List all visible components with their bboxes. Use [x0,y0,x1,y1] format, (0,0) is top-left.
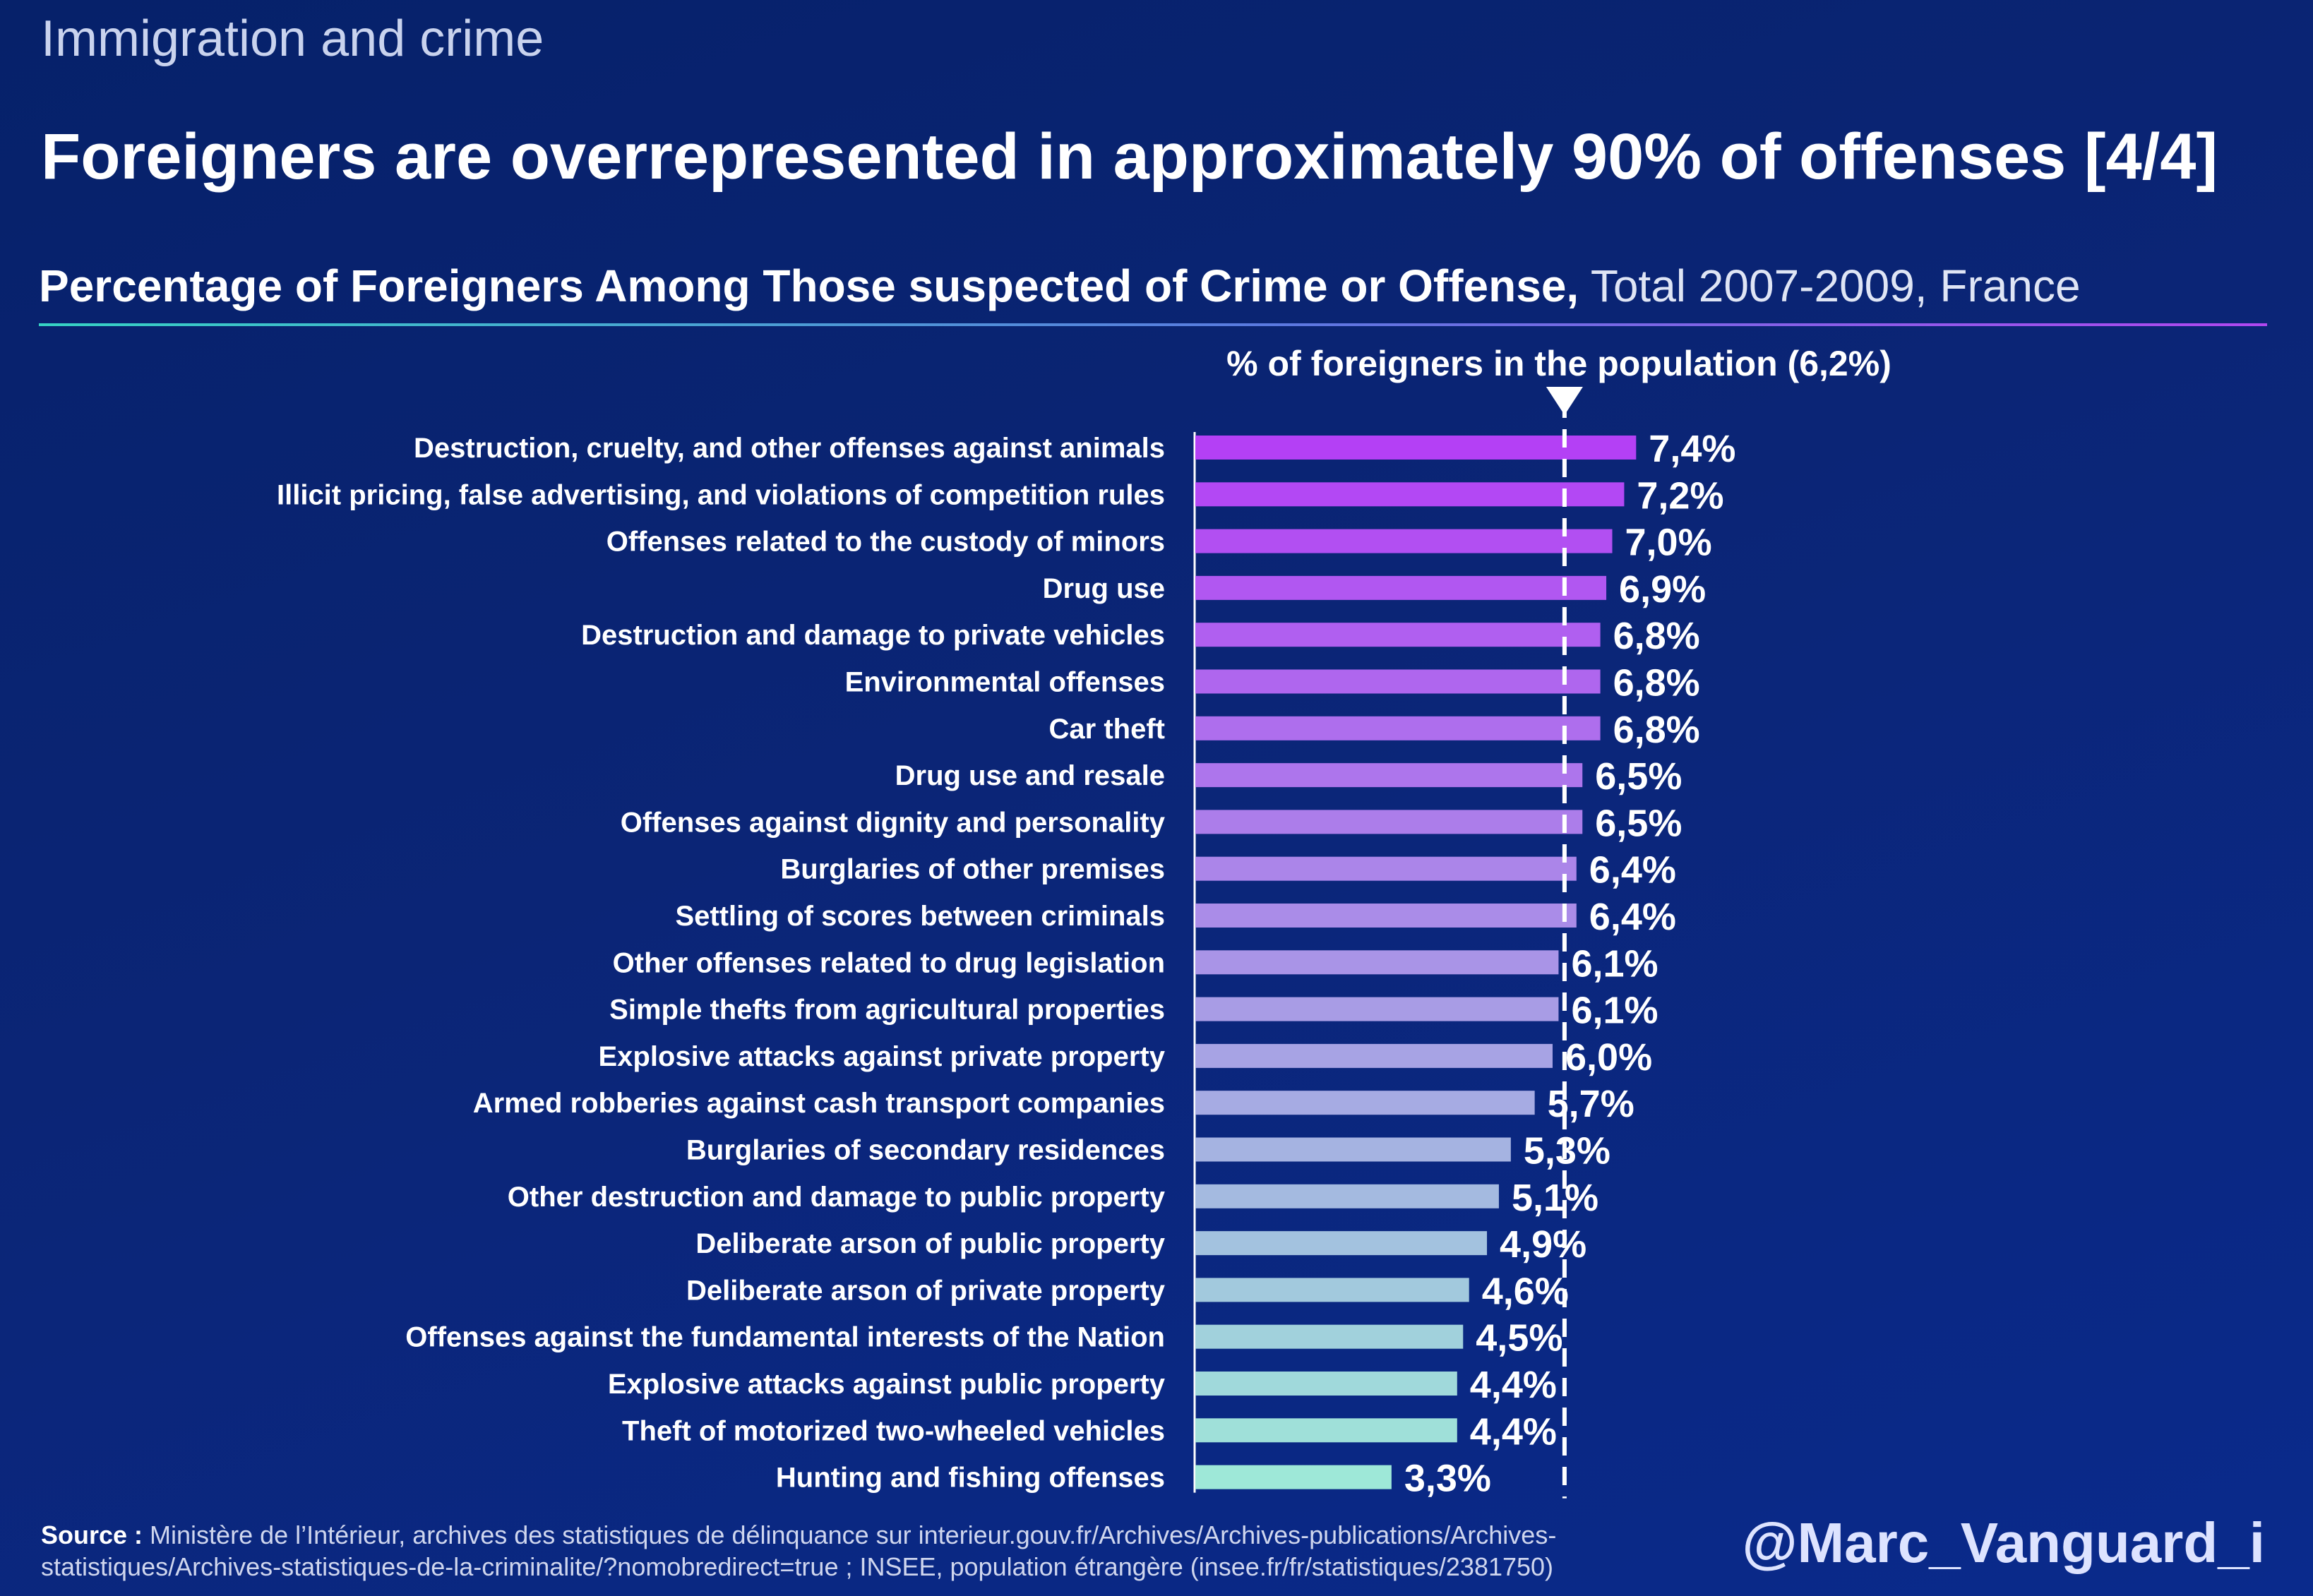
bar [1195,856,1577,881]
category-label: Environmental offenses [845,667,1165,698]
category-label: Hunting and fishing offenses [776,1463,1165,1494]
category-label: Deliberate arson of private property [686,1275,1166,1306]
category-label: Other destruction and damage to public p… [508,1182,1166,1213]
value-label: 4,5% [1476,1317,1562,1360]
category-label: Explosive attacks against private proper… [598,1041,1165,1072]
bar [1195,1465,1392,1489]
value-label: 6,9% [1619,568,1706,611]
source-note: Source : Ministère de l’Intérieur, archi… [41,1519,1757,1583]
value-label: 4,4% [1470,1410,1557,1453]
value-label: 6,4% [1589,849,1676,892]
title-divider [39,323,2267,326]
category-label: Offenses related to the custody of minor… [606,527,1165,558]
value-label: 6,8% [1613,709,1700,751]
source-label: Source : [41,1520,143,1549]
category-label: Simple thefts from agricultural properti… [609,995,1165,1026]
value-label: 4,6% [1482,1270,1569,1312]
value-label: 3,3% [1404,1458,1491,1500]
bar [1195,1137,1511,1162]
value-label: 7,0% [1625,522,1712,564]
category-label: Theft of motorized two-wheeled vehicles [622,1415,1165,1446]
value-label: 5,3% [1524,1130,1610,1172]
bar [1195,575,1607,600]
author-handle: @Marc_Vanguard_i [1742,1511,2265,1574]
value-label: 5,7% [1548,1083,1634,1125]
category-label: Deliberate arson of public property [695,1228,1165,1259]
bar [1195,1324,1464,1349]
category-label: Burglaries of secondary residences [686,1135,1165,1166]
category-label: Other offenses related to drug legislati… [613,947,1165,978]
category-label: Destruction, cruelty, and other offenses… [414,433,1165,464]
category-label: Destruction and damage to private vehicl… [581,620,1165,651]
chart-subtitle: Percentage of Foreigners Among Those sus… [39,260,2081,312]
subtitle-bold: Percentage of Foreigners Among Those sus… [39,260,1579,311]
category-label: Burglaries of other premises [780,854,1165,885]
bar [1195,669,1601,694]
reference-marker [1546,387,1583,415]
bar [1195,950,1559,975]
kicker-title: Immigration and crime [41,11,544,67]
value-label: 4,9% [1500,1223,1586,1266]
value-label: 7,2% [1637,474,1723,517]
bar [1195,1418,1457,1443]
category-label: Offenses against dignity and personality [621,807,1166,838]
source-text: Ministère de l’Intérieur, archives des s… [41,1520,1557,1581]
bar [1195,1043,1553,1068]
bar [1195,436,1637,460]
bar [1195,1091,1535,1115]
bar [1195,810,1583,834]
value-label: 6,1% [1571,942,1658,985]
bar [1195,1278,1469,1302]
value-label: 6,8% [1613,615,1700,657]
bar [1195,1372,1457,1396]
bar [1195,1184,1499,1208]
value-label: 7,4% [1649,428,1735,470]
reference-label: % of foreigners in the population (6,2%) [1226,344,1891,383]
value-label: 4,4% [1470,1364,1557,1406]
bar [1195,716,1601,740]
bar [1195,997,1559,1021]
value-label: 6,5% [1595,802,1682,844]
bar [1195,763,1583,788]
category-label: Explosive attacks against public propert… [608,1369,1166,1400]
category-label: Settling of scores between criminals [675,901,1165,932]
value-label: 6,0% [1565,1036,1652,1079]
category-label: Illicit pricing, false advertising, and … [277,479,1165,510]
bar [1195,904,1577,928]
category-label: Car theft [1049,714,1165,745]
value-label: 6,4% [1589,896,1676,938]
bar [1195,482,1625,507]
category-label: Offenses against the fundamental interes… [405,1322,1165,1353]
category-label: Drug use [1043,573,1165,604]
value-label: 6,5% [1595,755,1682,798]
category-label: Armed robberies against cash transport c… [473,1088,1165,1119]
bar [1195,623,1601,647]
value-label: 6,8% [1613,662,1700,704]
category-label: Drug use and resale [895,760,1165,791]
value-label: 6,1% [1571,990,1658,1032]
bar [1195,529,1613,553]
subtitle-rest: Total 2007-2009, France [1579,260,2081,311]
value-label: 5,1% [1512,1177,1598,1219]
bar-chart: Destruction, cruelty, and other offenses… [277,344,1891,1500]
headline: Foreigners are overrepresented in approx… [41,121,2218,193]
bar [1195,1231,1488,1256]
